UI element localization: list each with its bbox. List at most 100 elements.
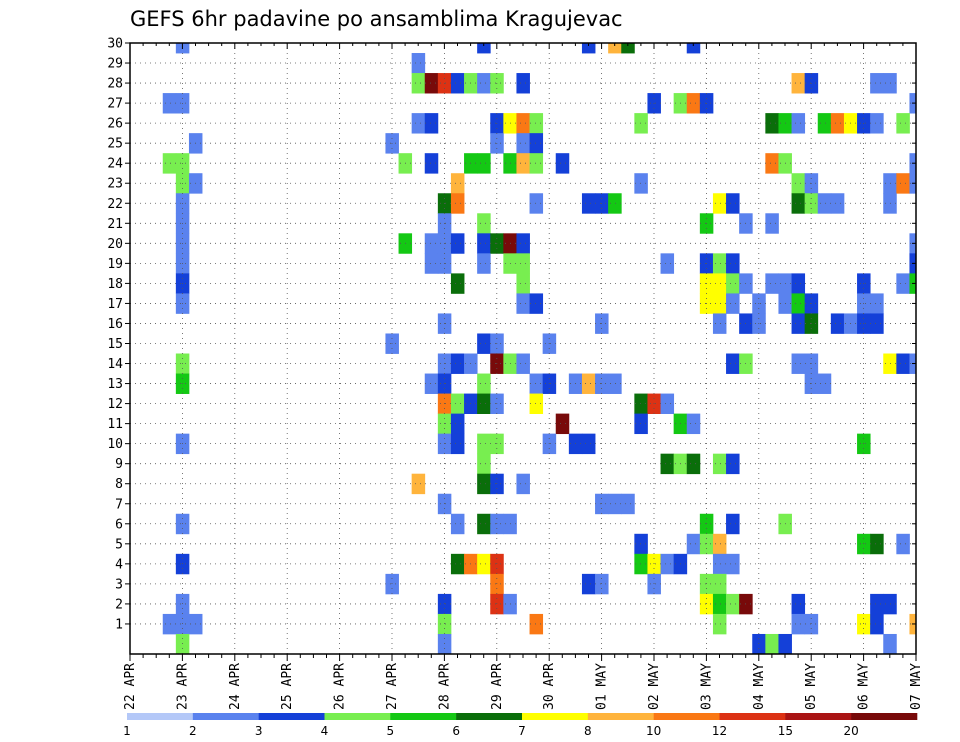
colorbar-label: 1 bbox=[123, 724, 131, 738]
heatmap-cell bbox=[726, 453, 740, 475]
heatmap-cell bbox=[817, 373, 832, 394]
heatmap-cell bbox=[516, 253, 530, 274]
heatmap-cell bbox=[817, 193, 832, 214]
heatmap-cell bbox=[778, 633, 792, 655]
heatmap-cell bbox=[726, 593, 740, 615]
y-tick-label: 1 bbox=[115, 617, 123, 632]
heatmap-cell bbox=[699, 533, 714, 555]
y-tick-label: 20 bbox=[107, 237, 123, 252]
colorbar-swatch bbox=[851, 713, 918, 720]
heatmap-cell bbox=[791, 593, 806, 615]
chart-title: GEFS 6hr padavine po ansamblima Kragujev… bbox=[130, 7, 623, 31]
heatmap-cell bbox=[726, 273, 740, 294]
y-tick-label: 29 bbox=[107, 57, 123, 72]
heatmap-cell bbox=[175, 553, 190, 575]
y-tick-label: 3 bbox=[115, 577, 123, 592]
heatmap-cell bbox=[896, 353, 910, 374]
heatmap-cell bbox=[450, 73, 465, 94]
y-tick-label: 14 bbox=[107, 357, 123, 372]
heatmap-cell bbox=[870, 313, 884, 334]
heatmap-cell bbox=[581, 573, 596, 595]
colorbar-label: 7 bbox=[518, 724, 526, 738]
y-tick-label: 9 bbox=[115, 457, 123, 472]
heatmap-cell bbox=[896, 173, 910, 194]
y-tick-label: 5 bbox=[115, 537, 123, 552]
heatmap-cell bbox=[477, 213, 491, 234]
heatmap-cell bbox=[490, 553, 504, 575]
heatmap-cell bbox=[830, 113, 845, 134]
heatmap-cell bbox=[634, 113, 648, 134]
y-tick-label: 21 bbox=[107, 217, 123, 232]
colorbar-label: 6 bbox=[452, 724, 460, 738]
heatmap-cell bbox=[712, 293, 727, 314]
heatmap-cell bbox=[791, 173, 806, 194]
heatmap-cells bbox=[162, 43, 917, 655]
y-tick-label: 6 bbox=[115, 517, 123, 532]
y-tick-label: 17 bbox=[107, 297, 123, 312]
heatmap-cell bbox=[516, 473, 530, 495]
heatmap-cell bbox=[870, 593, 884, 615]
heatmap-cell bbox=[870, 113, 884, 134]
heatmap-cell bbox=[581, 43, 596, 54]
heatmap-cell bbox=[791, 313, 806, 334]
heatmap-cell bbox=[581, 373, 596, 394]
heatmap-cell bbox=[647, 553, 661, 575]
heatmap-cell bbox=[516, 73, 530, 94]
colorbar-swatch bbox=[653, 713, 720, 720]
y-tick-label: 2 bbox=[115, 597, 123, 612]
heatmap-cell bbox=[896, 113, 910, 134]
heatmap-cell bbox=[450, 393, 465, 414]
heatmap-cell bbox=[411, 113, 426, 134]
heatmap-cell bbox=[490, 573, 504, 595]
heatmap-cell bbox=[791, 273, 806, 294]
x-tick-label: 22 APR bbox=[123, 663, 138, 710]
x-tick-label: 30 APR bbox=[542, 663, 557, 710]
heatmap-cell bbox=[791, 613, 806, 635]
y-tick-label: 30 bbox=[107, 37, 123, 52]
x-axis: 22 APR 23 APR 24 APR 25 APR 26 APR 27 APR 28 A… bbox=[123, 43, 924, 710]
x-tick-label: 07 MAY bbox=[909, 663, 924, 710]
y-tick-label: 15 bbox=[107, 337, 123, 352]
y-tick-label: 4 bbox=[115, 557, 123, 572]
colorbar-label: 15 bbox=[778, 724, 793, 738]
heatmap-cell bbox=[516, 153, 530, 174]
y-tick-label: 13 bbox=[107, 377, 123, 392]
heatmap-cell bbox=[870, 73, 884, 94]
colorbar-label: 4 bbox=[321, 724, 329, 738]
heatmap-cell bbox=[870, 533, 884, 555]
heatmap-cell bbox=[765, 213, 779, 234]
heatmap-cell bbox=[726, 193, 740, 214]
heatmap-cell bbox=[450, 513, 465, 535]
heatmap-cell bbox=[581, 433, 596, 455]
heatmap-cell bbox=[450, 193, 465, 214]
heatmap-cell bbox=[424, 153, 439, 174]
heatmap-cell bbox=[896, 273, 910, 294]
heatmap-cell bbox=[660, 453, 675, 475]
heatmap-cell bbox=[477, 253, 491, 274]
heatmap-cell bbox=[712, 453, 727, 475]
colorbar-swatch bbox=[785, 713, 852, 720]
y-tick-label: 24 bbox=[107, 157, 123, 172]
heatmap-cell bbox=[516, 273, 530, 294]
y-tick-label: 8 bbox=[115, 477, 123, 492]
y-tick-label: 10 bbox=[107, 437, 123, 452]
colorbar-swatch bbox=[390, 713, 457, 720]
heatmap-cell bbox=[477, 553, 491, 575]
heatmap-cell bbox=[699, 573, 714, 595]
colorbar-swatch bbox=[192, 713, 259, 720]
heatmap-cell bbox=[175, 613, 190, 635]
heatmap-cell bbox=[477, 333, 491, 354]
colorbar-swatch bbox=[456, 713, 523, 720]
colorbar-swatch bbox=[522, 713, 589, 720]
heatmap-cell bbox=[857, 613, 871, 635]
heatmap-cell bbox=[516, 133, 530, 154]
heatmap-cell bbox=[175, 593, 190, 615]
heatmap-cell bbox=[752, 633, 766, 655]
heatmap-cell bbox=[686, 413, 701, 435]
heatmap-cell bbox=[175, 633, 190, 655]
heatmap-cell bbox=[529, 393, 544, 414]
y-axis: 1234567891011121314151617181920212223242… bbox=[107, 37, 916, 632]
heatmap-cell bbox=[477, 153, 491, 174]
x-tick-label: 01 MAY bbox=[595, 663, 610, 710]
